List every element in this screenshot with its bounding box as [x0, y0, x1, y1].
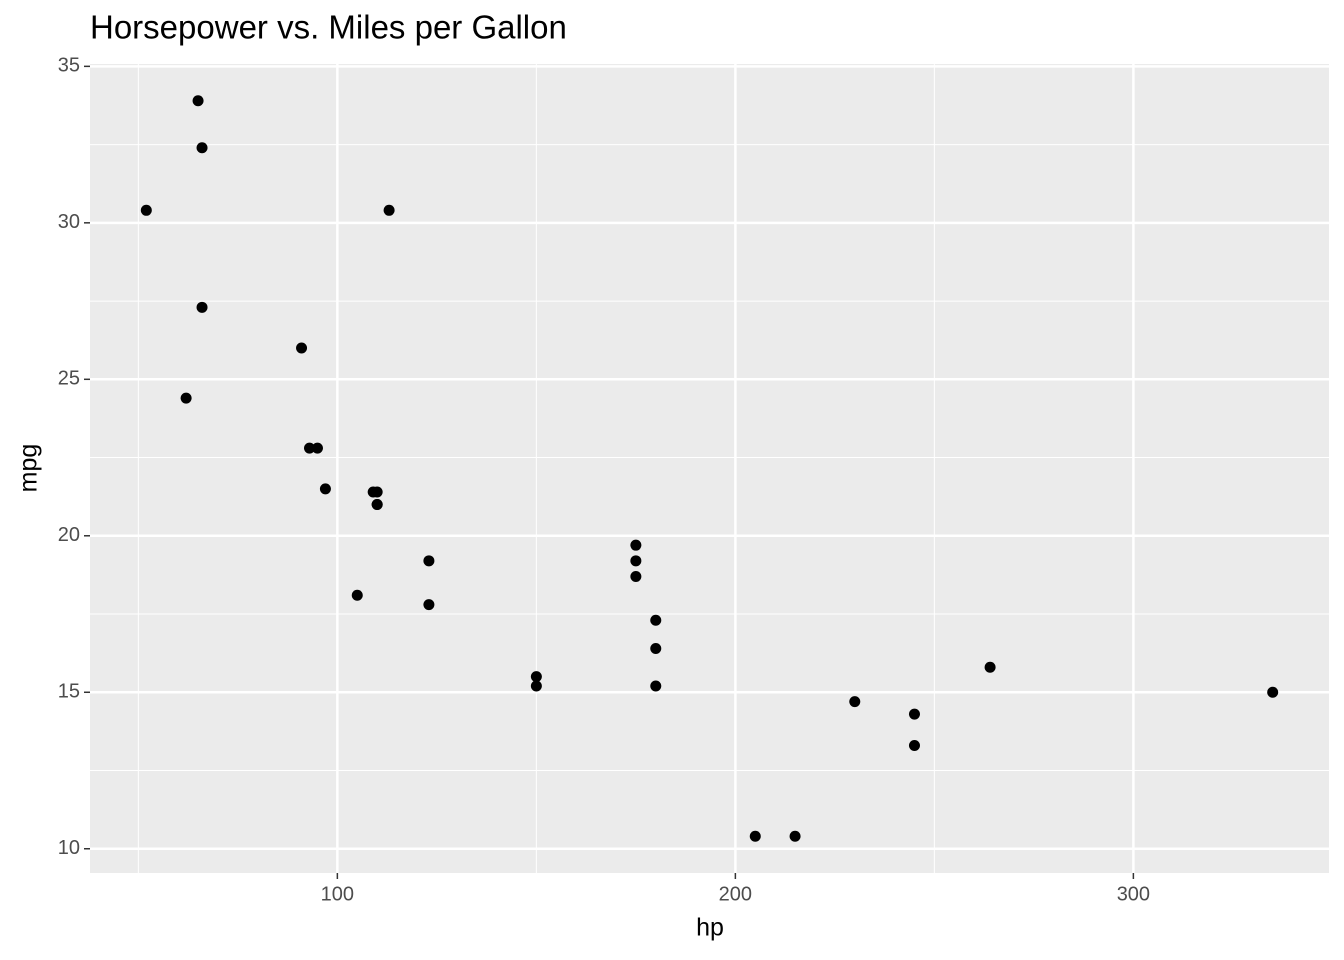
plot-panel [90, 64, 1329, 873]
y-tick-label: 25 [58, 368, 80, 390]
point [351, 589, 363, 601]
x-tick-label: 300 [1117, 883, 1150, 905]
point [749, 830, 761, 842]
point [650, 680, 662, 692]
y-tick-label: 35 [58, 55, 80, 77]
point [311, 442, 323, 454]
point [1267, 686, 1279, 698]
point [196, 142, 208, 154]
point [319, 483, 331, 495]
chart-title: Horsepower vs. Miles per Gallon [90, 9, 567, 46]
point [630, 539, 642, 551]
x-tick-label: 200 [719, 883, 752, 905]
point [908, 708, 920, 720]
point [530, 680, 542, 692]
point [367, 486, 379, 498]
point [630, 570, 642, 582]
point [192, 95, 204, 107]
x-tick-label: 100 [321, 883, 354, 905]
point [650, 642, 662, 654]
point [180, 392, 192, 404]
y-tick-label: 15 [58, 681, 80, 703]
point [908, 739, 920, 751]
point [371, 498, 383, 510]
point [296, 342, 308, 354]
y-tick-label: 20 [58, 524, 80, 546]
point [530, 671, 542, 683]
point [630, 555, 642, 567]
point [423, 599, 435, 611]
point [423, 555, 435, 567]
point [984, 661, 996, 673]
point [650, 614, 662, 626]
x-axis-title: hp [696, 914, 724, 942]
point [383, 204, 395, 216]
y-axis-title: mpg [15, 444, 43, 493]
point [140, 204, 152, 216]
y-tick-label: 10 [58, 837, 80, 859]
point [789, 830, 801, 842]
y-tick-label: 30 [58, 211, 80, 233]
point [304, 442, 316, 454]
point [849, 696, 861, 708]
point [196, 301, 208, 313]
